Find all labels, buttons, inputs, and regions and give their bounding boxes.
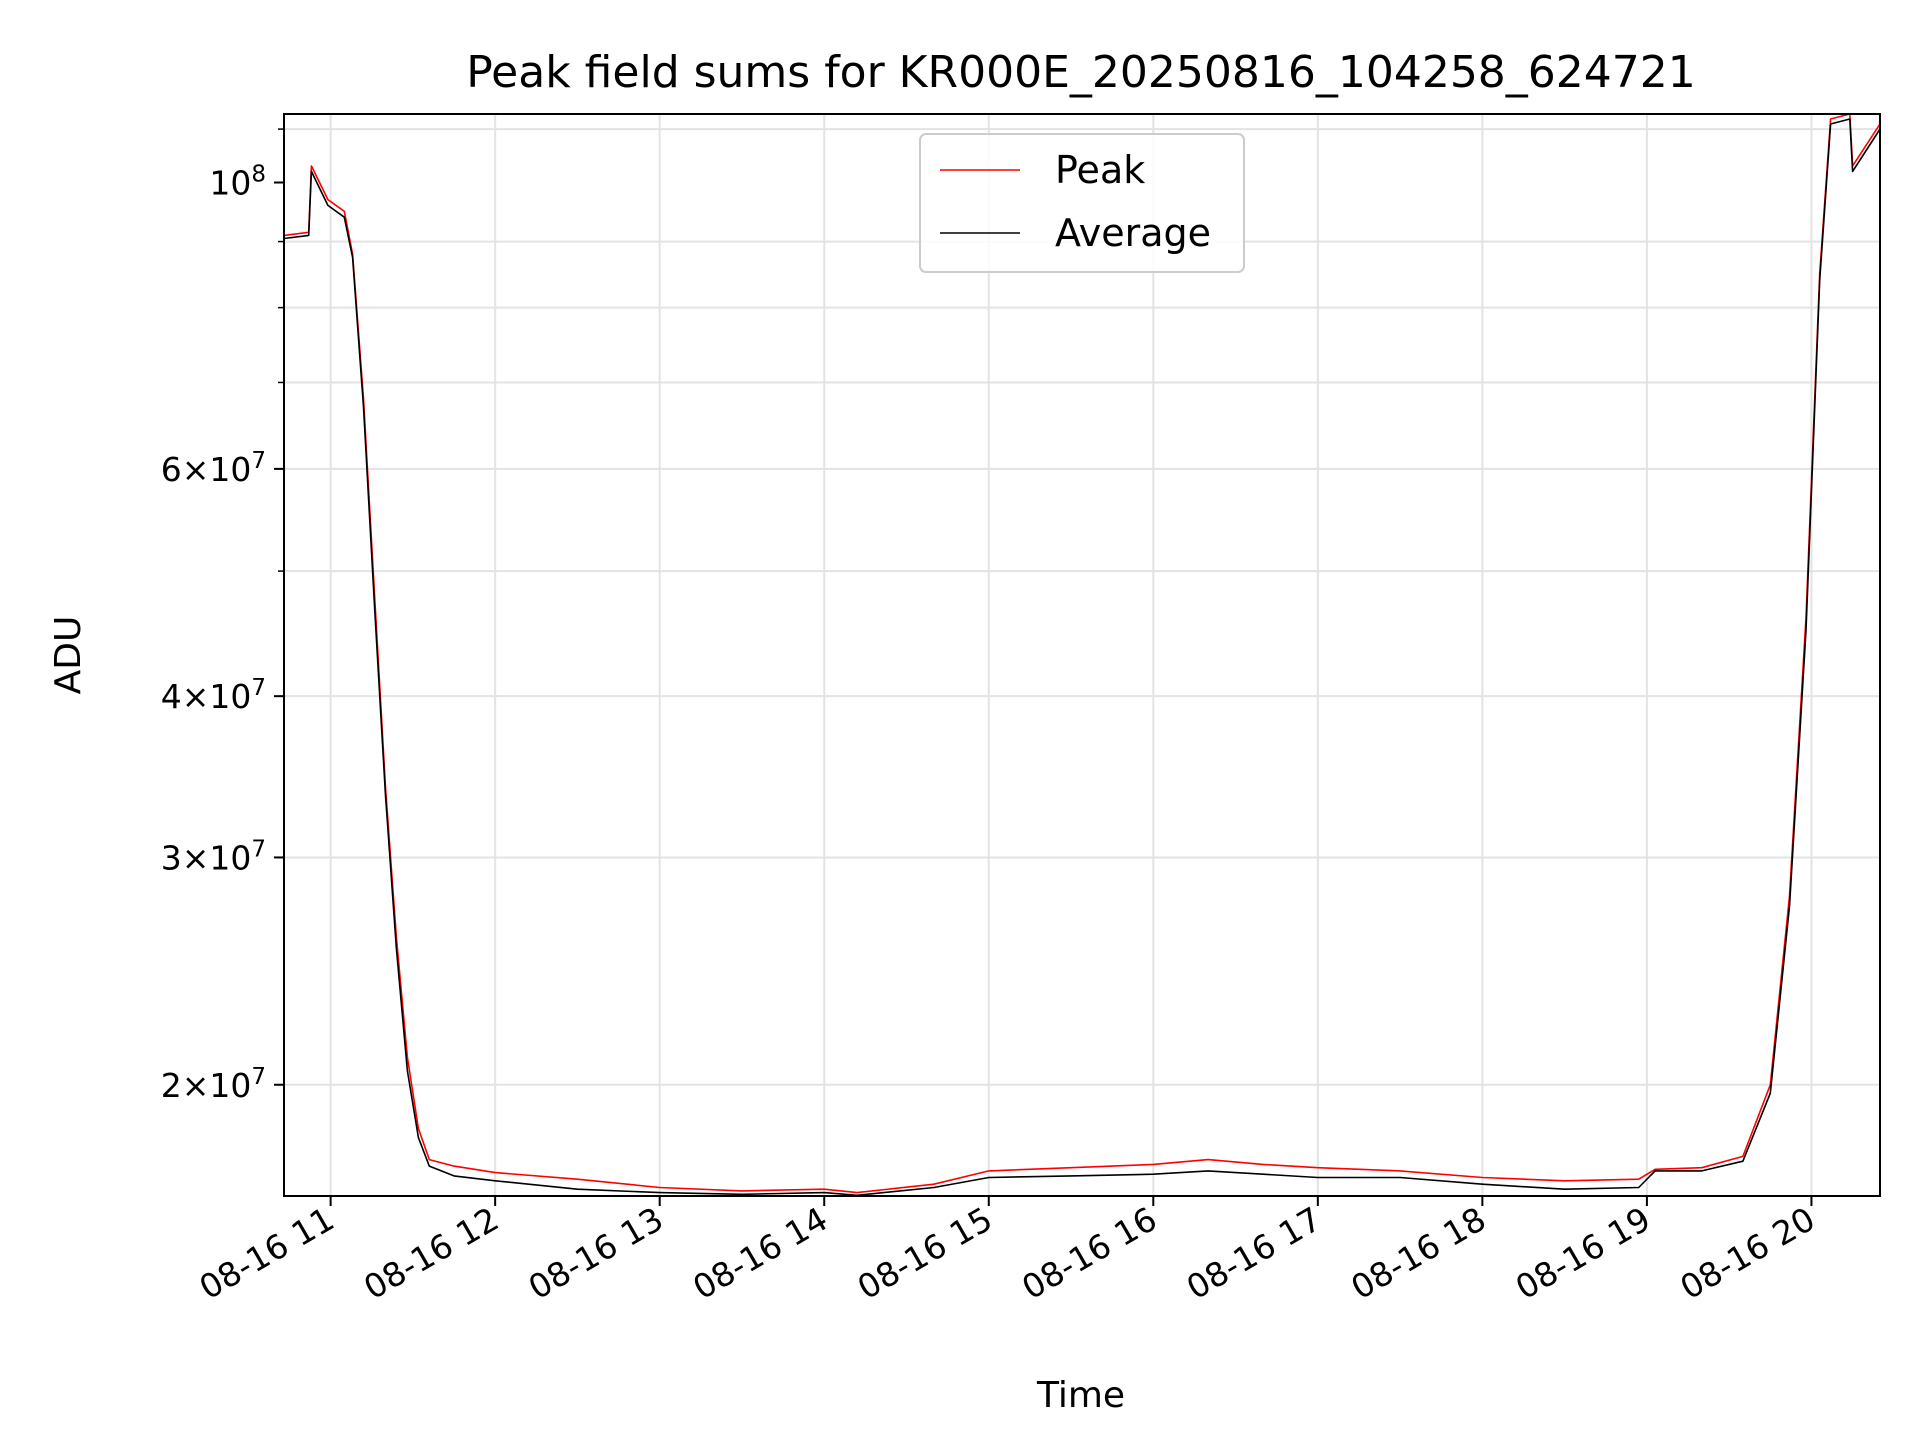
series-line-average bbox=[284, 118, 1880, 1196]
y-tick-exponent: 8 bbox=[251, 162, 266, 188]
legend: Peak Average bbox=[919, 133, 1245, 273]
y-tick-label: 4×107 bbox=[161, 675, 266, 716]
y-tick-base: 2 bbox=[161, 1066, 182, 1105]
y-tick-times: × bbox=[182, 838, 210, 877]
y-tick-label: 3×107 bbox=[161, 836, 266, 877]
chart-title: Peak field sums for KR000E_20250816_1042… bbox=[466, 47, 1696, 98]
y-tick-label: 6×107 bbox=[161, 448, 266, 489]
grid-lines bbox=[284, 114, 1880, 1196]
y-tick-ten: 10 bbox=[209, 1066, 251, 1105]
series-layer bbox=[284, 114, 1880, 1196]
y-tick-exponent: 7 bbox=[251, 836, 266, 862]
y-axis-label: ADU bbox=[48, 616, 89, 695]
y-tick-exponent: 7 bbox=[251, 448, 266, 474]
y-tick-ten: 10 bbox=[209, 838, 251, 877]
y-tick-base: 6 bbox=[161, 450, 182, 489]
plot-frame bbox=[283, 113, 1881, 1197]
y-tick-times: × bbox=[182, 677, 210, 716]
legend-label-peak: Peak bbox=[1055, 148, 1145, 192]
x-axis-label: Time bbox=[1036, 1375, 1125, 1416]
y-tick-times: × bbox=[182, 1066, 210, 1105]
y-tick-exponent: 7 bbox=[251, 1064, 266, 1090]
y-tick-times: × bbox=[182, 450, 210, 489]
y-tick-base: 3 bbox=[161, 838, 182, 877]
y-tick-ten: 10 bbox=[209, 164, 251, 203]
y-tick-label: 2×107 bbox=[161, 1064, 266, 1105]
y-tick-ten: 10 bbox=[209, 450, 251, 489]
y-tick-ten: 10 bbox=[209, 677, 251, 716]
legend-label-average: Average bbox=[1055, 211, 1211, 255]
y-tick-base: 4 bbox=[161, 677, 182, 716]
y-tick-label: 108 bbox=[209, 162, 266, 203]
legend-box bbox=[919, 133, 1245, 273]
y-tick-exponent: 7 bbox=[251, 675, 266, 701]
